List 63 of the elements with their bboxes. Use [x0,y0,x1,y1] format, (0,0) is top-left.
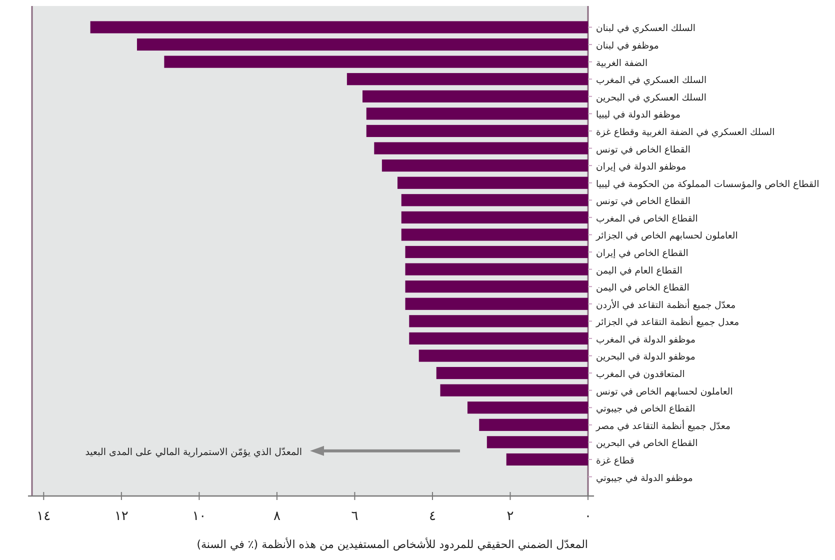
bar [136,38,588,51]
bar [506,453,588,466]
bar [409,315,588,328]
y-tick-label: معدّل جميع أنظمة التقاعد في الأردن [596,298,736,311]
y-tick-label: القطاع الخاص في تونس [596,144,691,156]
y-tick-label: موظفو في لبنان [596,40,659,52]
bar [401,194,588,206]
bar [374,142,588,154]
y-tick-label: موظفو الدولة في إيران [596,162,686,173]
y-tick-label: العاملون لحسابهم الخاص في الجزائر [595,230,738,242]
x-tick-label: ١٢ [114,509,128,524]
x-tick-label: ٦ [351,509,358,524]
y-tick-label: موظفو الدولة في المغرب [596,334,696,346]
x-tick-label: ٢ [506,509,514,524]
bar [401,228,588,241]
y-tick-label: الضفة الغربية [596,58,648,69]
x-tick-label: ١٠ [192,509,206,524]
bar [366,108,588,120]
x-tick-label: ٤ [428,509,436,524]
y-tick-label: السلك العسكري في البحرين [596,92,706,104]
y-tick-label: معدل جميع أنظمة التقاعد في الجزائر [595,315,740,328]
y-tick-label: القطاع العام في اليمن [596,265,682,276]
bar [479,418,588,431]
y-tick-label: القطاع الخاص في إيران [596,248,688,259]
y-tick-label: موظفو الدولة في ليبيا [596,110,680,121]
bar [440,384,588,396]
x-tick-label: ١٤ [36,509,51,524]
bar [409,332,588,344]
x-axis-title: المعدّل الضمني الحقيقي للمردود للأشخاص المستفيدين من هذه الأنظمة (٪ في السنة) [196,537,588,551]
bar [397,176,588,189]
bar [366,124,588,138]
y-tick-label: القطاع الخاص والمؤسسات المملوكة من الحكومة في ليبيا [596,178,820,190]
bar [436,366,588,380]
bar [90,21,588,34]
annotation: المعدّل الذي يؤمّن الاستمرارية المالي على المدى البعيد [85,446,302,458]
y-tick-label: القطاع الخاص في البحرين [596,438,698,450]
bar [405,280,588,293]
bar [405,298,588,310]
bar [346,73,588,86]
bar [405,263,588,276]
y-tick-label: السلك العسكري في لبنان [596,23,696,34]
y-tick-label: السلك العسكري في الضفة الغربية وقطاع غزة [596,126,775,138]
bar [467,402,588,414]
bar [405,246,588,258]
y-tick-label: معدّل جميع أنظمة التقاعد في مصر [595,418,730,432]
x-tick-label: ٨ [273,509,280,524]
y-tick-label: موظفو الدولة في جيبوتي [596,472,693,484]
y-tick-label: المتعاقدون في المغرب [596,369,685,380]
bar [382,160,588,172]
y-tick-label: القطاع الخاص في المغرب [596,213,698,224]
y-tick-label: القطاع الخاص في تونس [596,196,691,208]
bar [164,56,588,68]
y-tick-label: القطاع الخاص في اليمن [596,282,690,294]
bar [362,90,588,102]
bar [418,350,588,362]
y-tick-label: العاملون لحسابهم الخاص في تونس [596,386,733,398]
bar [401,211,588,224]
x-tick-label: ٠ [584,509,592,524]
y-tick-label: قطاع غزة [596,455,634,466]
y-tick-label: القطاع الخاص في جيبوتي [596,404,696,415]
y-tick-label: السلك العسكري في المغرب [596,75,707,86]
bar [486,436,588,448]
y-tick-label: موظفو الدولة في البحرين [596,352,696,363]
